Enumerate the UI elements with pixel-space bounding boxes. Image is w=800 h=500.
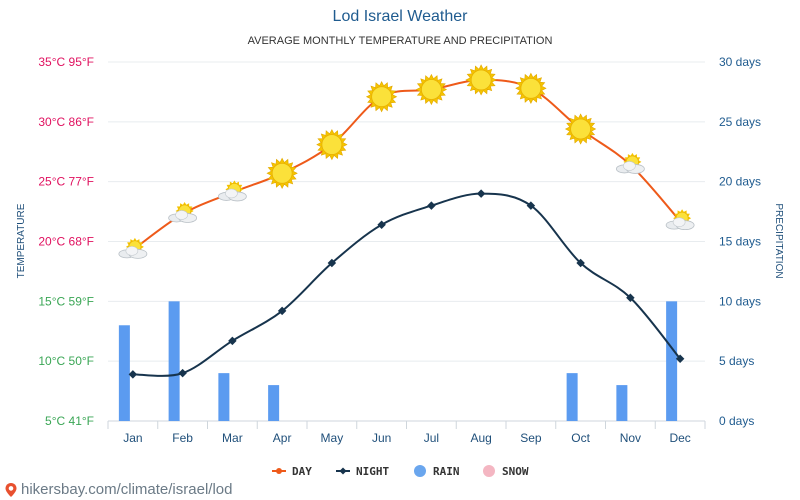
night-point	[427, 201, 436, 210]
night-point	[675, 354, 685, 364]
sun-disc	[470, 69, 492, 91]
night-line	[132, 192, 681, 377]
sun-disc	[420, 79, 442, 100]
rain-bar	[616, 385, 628, 421]
cloud-puff	[623, 161, 636, 171]
y-left-tick-label: 35°C 95°F	[38, 55, 94, 69]
x-tick-label: Dec	[669, 431, 690, 445]
sun-icon	[365, 81, 398, 113]
night-point	[626, 293, 635, 302]
partly-cloudy-icon	[665, 209, 695, 231]
x-tick-label: Oct	[571, 431, 590, 445]
y-right-tick-label: 10 days	[719, 294, 761, 308]
x-tick-label: Nov	[620, 431, 641, 445]
sun-icon	[515, 72, 547, 104]
legend-item-rain: RAIN	[414, 465, 460, 478]
rain-bar	[118, 325, 130, 421]
sun-icon	[316, 128, 348, 161]
y-right-tick-label: 5 days	[719, 354, 754, 368]
x-tick-label: Jan	[123, 431, 142, 445]
cloud-puff	[225, 188, 238, 199]
partly-cloudy-icon	[615, 152, 645, 174]
location-pin-icon	[5, 482, 17, 497]
y-left-tick-label: 30°C 86°F	[38, 115, 94, 129]
sun-disc	[371, 86, 393, 108]
legend-item-day: DAY	[272, 465, 312, 478]
night-point	[128, 370, 138, 379]
night-point	[327, 258, 337, 268]
legend-label: DAY	[292, 465, 312, 478]
rain-bar	[666, 301, 678, 421]
y-left-axis-title: TEMPERATURE	[16, 203, 27, 278]
rain-bar	[268, 385, 280, 421]
cloud-puff	[175, 210, 188, 220]
sun-disc	[321, 134, 343, 155]
sun-disc	[271, 162, 293, 184]
y-right-tick-label: 30 days	[719, 55, 761, 69]
x-tick-label: Mar	[222, 431, 243, 445]
legend-marker-circle	[414, 465, 426, 477]
night-point	[377, 220, 386, 229]
cloud-puff	[125, 246, 139, 256]
night-point	[178, 368, 187, 378]
sun-disc	[570, 118, 592, 140]
sun-icon	[415, 73, 448, 106]
sun-icon	[266, 157, 298, 189]
legend-marker-circle	[483, 465, 495, 477]
legend-marker-dot	[276, 468, 282, 474]
rain-bar	[566, 373, 578, 421]
y-right-tick-label: 20 days	[719, 175, 761, 189]
legend-marker-diamond	[339, 467, 347, 475]
sun-icon	[465, 64, 497, 96]
x-tick-label: May	[321, 431, 344, 445]
rain-bar	[218, 373, 230, 421]
x-tick-label: Apr	[273, 431, 292, 445]
y-left-tick-label: 10°C 50°F	[38, 354, 94, 368]
y-right-tick-label: 25 days	[719, 115, 761, 129]
y-left-tick-label: 15°C 59°F	[38, 294, 94, 308]
y-right-axis-title: PRECIPITATION	[773, 203, 784, 278]
day-line	[132, 78, 681, 251]
y-right-tick-label: 15 days	[719, 235, 761, 249]
x-tick-label: Jun	[372, 431, 391, 445]
legend-item-snow: SNOW	[483, 465, 529, 478]
x-tick-label: Aug	[470, 431, 491, 445]
partly-cloudy-icon	[168, 202, 198, 223]
night-point	[576, 258, 585, 268]
source-footer[interactable]: hikersbay.com/climate/israel/lod	[4, 481, 232, 498]
chart-title: Lod Israel Weather	[332, 8, 468, 25]
sun-icon	[564, 113, 597, 145]
night-point	[277, 306, 287, 316]
source-link[interactable]: hikersbay.com/climate/israel/lod	[21, 481, 233, 498]
x-tick-label: Sep	[520, 431, 542, 445]
legend-item-night: NIGHT	[336, 465, 389, 478]
y-left-tick-label: 25°C 77°F	[38, 175, 94, 189]
partly-cloudy-icon	[217, 180, 247, 202]
x-tick-label: Feb	[172, 431, 193, 445]
sun-disc	[520, 77, 542, 99]
partly-cloudy-icon	[118, 237, 148, 259]
y-right-tick-label: 0 days	[719, 414, 754, 428]
legend-label: SNOW	[502, 465, 529, 478]
x-tick-label: Jul	[424, 431, 439, 445]
y-left-tick-label: 20°C 68°F	[38, 235, 94, 249]
legend-label: RAIN	[433, 465, 460, 478]
night-point	[228, 336, 237, 346]
y-left-tick-label: 5°C 41°F	[45, 414, 94, 428]
legend-label: NIGHT	[356, 465, 389, 478]
cloud-puff	[672, 217, 686, 227]
chart-subtitle: AVERAGE MONTHLY TEMPERATURE AND PRECIPIT…	[247, 35, 553, 47]
rain-bar	[168, 301, 180, 421]
night-point	[476, 189, 486, 198]
